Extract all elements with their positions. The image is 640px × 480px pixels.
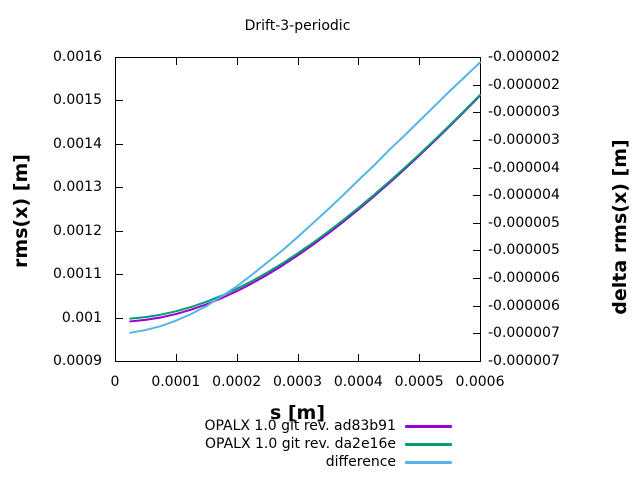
x-tick-label: 0.0005 xyxy=(394,374,444,390)
legend: OPALX 1.0 git rev. ad83b91 OPALX 1.0 git… xyxy=(204,417,452,471)
y-right-tick-label: -0.000004 xyxy=(488,187,560,204)
y-left-tick-label: 0.0012 xyxy=(53,222,102,239)
x-tick-label: 0.0002 xyxy=(212,374,262,390)
y-right-tick-label: -0.000006 xyxy=(488,270,560,287)
legend-line-sample-green xyxy=(405,442,452,446)
plot-border xyxy=(115,57,481,362)
legend-label-opalx-da2e16e: OPALX 1.0 git rev. da2e16e xyxy=(205,436,396,452)
y-right-tick-label: -0.000002 xyxy=(488,49,560,65)
y-right-tick-label: -0.000005 xyxy=(488,242,560,259)
y-left-tick-label: 0.0011 xyxy=(53,266,102,283)
y-left-tick-label: 0.0016 xyxy=(53,49,102,65)
legend-line-sample-blue xyxy=(405,460,452,464)
curve-opalx-ad83b91 xyxy=(129,94,481,323)
chart-title: Drift-3-periodic xyxy=(244,18,351,34)
curve-opalx-da2e16e xyxy=(129,93,481,320)
legend-item-opalx-ad83b91: OPALX 1.0 git rev. ad83b91 xyxy=(204,417,452,435)
y-right-tick-label: -0.000004 xyxy=(488,159,560,176)
x-tick-label: 0.0001 xyxy=(151,374,201,390)
x-tick-label: 0.0003 xyxy=(273,374,322,390)
y-right-tick-label: -0.000003 xyxy=(488,131,560,148)
legend-label-difference: difference xyxy=(325,454,396,470)
y-right-tick-label: -0.000005 xyxy=(488,214,560,231)
y-left-tick-label: 0.0009 xyxy=(53,353,102,369)
x-tick-label: 0 xyxy=(110,374,120,390)
x-axis-label: s [m] xyxy=(269,402,326,424)
legend-item-opalx-da2e16e: OPALX 1.0 git rev. da2e16e xyxy=(204,435,452,453)
curves xyxy=(129,61,481,334)
legend-label-opalx-ad83b91: OPALX 1.0 git rev. ad83b91 xyxy=(204,418,396,434)
y-left-tick-label: 0.001 xyxy=(61,309,102,326)
curve-difference xyxy=(129,61,481,334)
y-right-tick-label: -0.000007 xyxy=(488,325,560,342)
y-left-tick-label: 0.0013 xyxy=(53,179,102,196)
tick-marks xyxy=(115,57,481,362)
y-right-tick-label: -0.000002 xyxy=(488,76,560,93)
y-right-tick-label: -0.000003 xyxy=(488,104,560,121)
legend-item-difference: difference xyxy=(204,453,452,471)
y-right-tick-label: -0.000007 xyxy=(488,353,560,369)
x-tick-label: 0.0006 xyxy=(455,374,505,390)
y-left-tick-label: 0.0015 xyxy=(53,92,102,109)
y-right-tick-label: -0.000006 xyxy=(488,297,560,314)
x-tick-label: 0.0004 xyxy=(333,374,383,390)
legend-line-sample-purple xyxy=(405,424,452,428)
y-left-tick-label: 0.0014 xyxy=(53,135,102,152)
